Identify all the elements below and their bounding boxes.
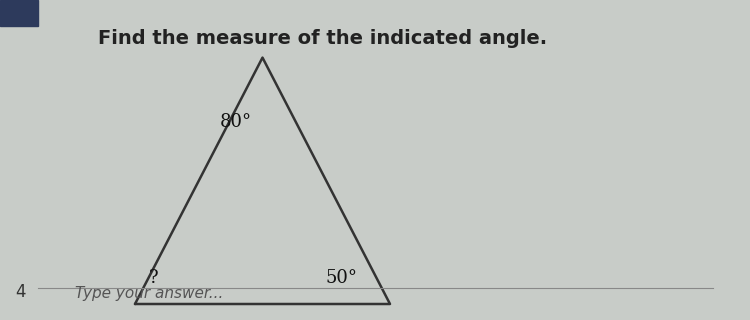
Text: ?: ? [149, 269, 158, 287]
Text: 4: 4 [15, 283, 26, 301]
Text: Find the measure of the indicated angle.: Find the measure of the indicated angle. [98, 29, 547, 48]
Text: 80°: 80° [220, 113, 252, 131]
Text: Type your answer...: Type your answer... [75, 286, 224, 301]
Text: 50°: 50° [326, 269, 357, 287]
